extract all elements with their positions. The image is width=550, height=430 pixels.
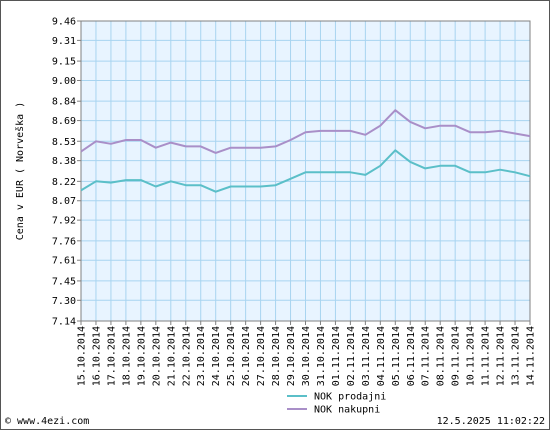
x-tick-label: 18.10.2014 — [121, 326, 132, 386]
x-tick-label: 04.11.2014 — [376, 326, 387, 386]
x-tick-label: 30.10.2014 — [301, 326, 312, 386]
x-tick-label: 07.11.2014 — [421, 326, 432, 386]
x-tick-label: 05.11.2014 — [391, 326, 402, 386]
legend-label: NOK nakupni — [314, 405, 380, 416]
y-tick-label: 8.22 — [52, 177, 76, 188]
x-tick-label: 22.10.2014 — [181, 326, 192, 386]
y-tick-label: 7.92 — [52, 216, 76, 227]
x-tick-label: 13.11.2014 — [511, 326, 522, 386]
y-tick-label: 9.00 — [52, 76, 76, 87]
legend-label: NOK prodajni — [314, 392, 386, 403]
x-tick-label: 20.10.2014 — [151, 326, 162, 386]
y-tick-label: 7.30 — [52, 296, 76, 307]
x-tick-label: 14.11.2014 — [526, 326, 537, 386]
y-tick-label: 7.45 — [52, 276, 76, 287]
x-tick-label: 27.10.2014 — [256, 326, 267, 386]
x-tick-label: 21.10.2014 — [166, 326, 177, 386]
y-tick-label: 7.14 — [52, 317, 76, 328]
x-tick-label: 09.11.2014 — [451, 326, 462, 386]
y-tick-label: 7.76 — [52, 236, 76, 247]
source-credit: © www.4ezi.com — [5, 416, 89, 427]
x-tick-label: 23.10.2014 — [196, 326, 207, 386]
x-tick-label: 31.10.2014 — [316, 326, 327, 386]
y-tick-label: 8.84 — [52, 97, 76, 108]
series-line-1 — [80, 149, 531, 193]
x-tick-label: 28.10.2014 — [271, 326, 282, 386]
y-tick-label: 7.61 — [52, 256, 76, 267]
x-tick-label: 01.11.2014 — [331, 326, 342, 386]
y-tick-label: 8.38 — [52, 156, 76, 167]
x-tick-label: 10.11.2014 — [466, 326, 477, 386]
y-tick-label: 9.31 — [52, 36, 76, 47]
y-tick-label: 8.69 — [52, 116, 76, 127]
x-tick-label: 06.11.2014 — [406, 326, 417, 386]
timestamp: 12.5.2025 11:02:22 — [437, 416, 545, 427]
x-tick-label: 17.10.2014 — [106, 326, 117, 386]
y-tick-label: 9.15 — [52, 57, 76, 68]
legend: NOK prodajni NOK nakupni — [287, 392, 386, 416]
x-tick-label: 03.11.2014 — [361, 326, 372, 386]
y-tick-label: 9.46 — [52, 17, 76, 28]
x-tick-label: 12.11.2014 — [496, 326, 507, 386]
x-tick-label: 29.10.2014 — [286, 326, 297, 386]
x-tick-label: 24.10.2014 — [211, 326, 222, 386]
y-tick-label: 8.53 — [52, 137, 76, 148]
x-tick-label: 16.10.2014 — [91, 326, 102, 386]
x-tick-label: 02.11.2014 — [346, 326, 357, 386]
y-tick-label: 8.07 — [52, 196, 76, 207]
y-axis-label: Cena v EUR ( Norveška ) — [14, 102, 26, 240]
x-tick-label: 19.10.2014 — [136, 326, 147, 386]
x-tick-label: 11.11.2014 — [481, 326, 492, 386]
x-tick-label: 25.10.2014 — [226, 326, 237, 386]
series-line-2 — [80, 109, 531, 154]
x-tick-label: 08.11.2014 — [436, 326, 447, 386]
x-tick-label: 26.10.2014 — [241, 326, 252, 386]
x-tick-label: 15.10.2014 — [77, 326, 88, 386]
grid — [80, 20, 531, 322]
